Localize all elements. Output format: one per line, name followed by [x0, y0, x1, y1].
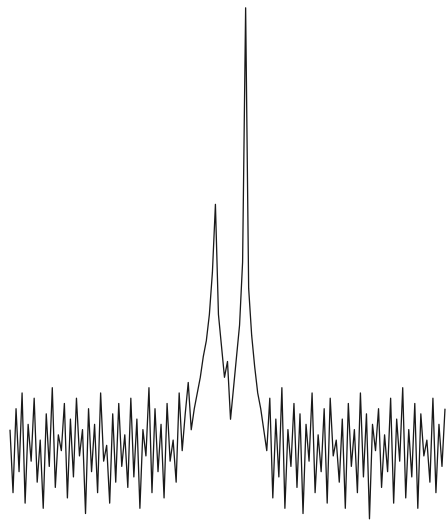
spectrum-line — [9, 7, 446, 520]
